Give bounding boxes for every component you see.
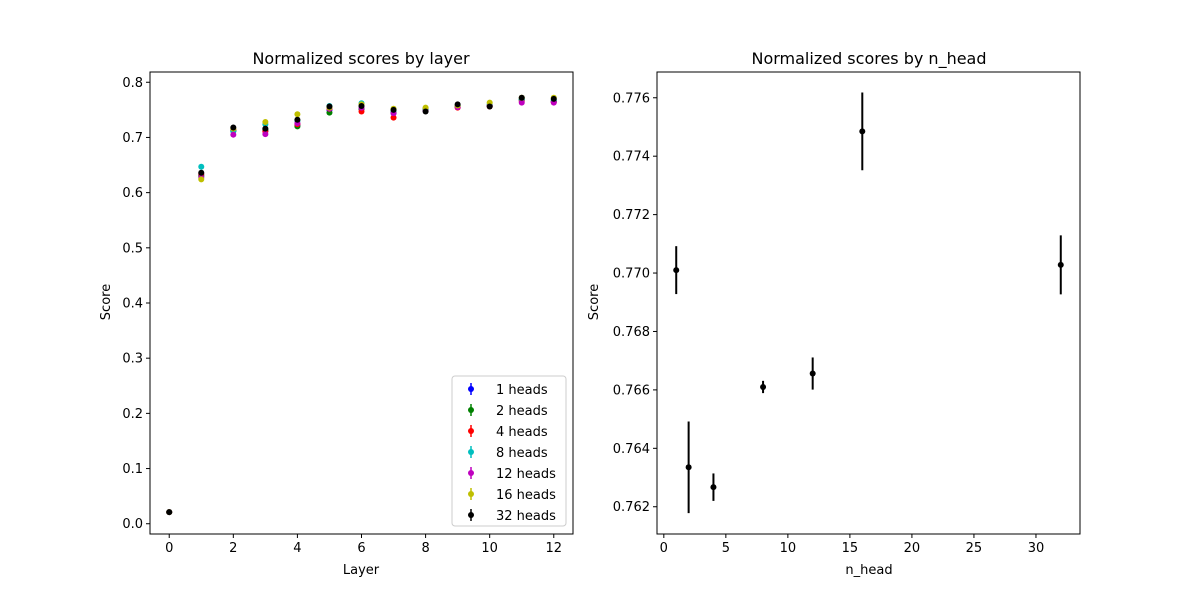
y-tick-label: 0.4 bbox=[122, 297, 143, 312]
y-tick-label: 0.768 bbox=[613, 325, 650, 340]
legend-label: 1 heads bbox=[496, 383, 548, 398]
x-tick-label: 2 bbox=[229, 541, 237, 556]
legend-marker bbox=[468, 407, 474, 413]
y-tick-label: 0.7 bbox=[122, 131, 143, 146]
data-point bbox=[198, 176, 205, 183]
layer-chart-frame bbox=[149, 71, 574, 535]
layer-chart-ylabel: Score bbox=[99, 284, 114, 320]
x-tick-label: 12 bbox=[545, 541, 562, 556]
layer-chart: Normalized scores by layer Layer Score 0… bbox=[99, 49, 574, 578]
data-point bbox=[262, 118, 269, 125]
y-tick-label: 0.776 bbox=[613, 91, 650, 106]
layer-chart-legend: 1 heads 2 heads 4 heads 8 heads 12 heads 16 h… bbox=[451, 375, 567, 527]
data-point bbox=[294, 111, 301, 118]
legend-marker bbox=[468, 491, 474, 497]
legend-label: 2 heads bbox=[496, 404, 548, 419]
layer-chart-x-ticks: 0 2 4 6 8 10 12 bbox=[165, 534, 562, 556]
legend-marker bbox=[468, 449, 474, 455]
n-head-chart-points bbox=[673, 92, 1064, 514]
legend-marker bbox=[468, 386, 474, 392]
data-point bbox=[486, 103, 493, 110]
y-tick-label: 0.772 bbox=[613, 208, 650, 223]
data-point bbox=[358, 102, 365, 109]
data-point bbox=[198, 169, 205, 176]
data-point bbox=[673, 267, 680, 274]
data-point bbox=[550, 95, 557, 102]
legend-marker bbox=[468, 512, 474, 518]
x-tick-label: 20 bbox=[904, 541, 921, 556]
data-point bbox=[262, 131, 269, 138]
n-head-chart-x-ticks: 0 5 10 15 20 25 30 bbox=[660, 534, 1045, 556]
data-point bbox=[454, 101, 461, 108]
y-tick-label: 0.8 bbox=[122, 76, 143, 91]
legend-label: 16 heads bbox=[496, 488, 556, 503]
data-point bbox=[685, 464, 692, 471]
y-tick-label: 0.764 bbox=[613, 442, 650, 457]
data-point bbox=[198, 163, 205, 170]
n-head-chart: Normalized scores by n_head n_head Score… bbox=[587, 49, 1081, 578]
n-head-chart-y-ticks: 0.762 0.764 0.766 0.768 0.770 0.772 0.774 0.776 bbox=[613, 91, 657, 515]
x-tick-label: 25 bbox=[966, 541, 983, 556]
x-tick-label: 6 bbox=[357, 541, 365, 556]
n-head-chart-title: Normalized scores by n_head bbox=[751, 49, 986, 69]
layer-chart-xlabel: Layer bbox=[343, 563, 380, 578]
n-head-chart-frame bbox=[656, 71, 1081, 535]
layer-chart-y-ticks: 0.0 0.1 0.2 0.3 0.4 0.5 0.6 0.7 0.8 bbox=[122, 76, 150, 532]
data-point bbox=[760, 383, 767, 390]
x-tick-label: 0 bbox=[660, 541, 668, 556]
data-point bbox=[166, 509, 173, 516]
legend-label: 8 heads bbox=[496, 446, 548, 461]
data-point bbox=[710, 484, 717, 491]
y-tick-label: 0.762 bbox=[613, 500, 650, 515]
y-tick-label: 0.1 bbox=[122, 462, 143, 477]
y-tick-label: 0.2 bbox=[122, 407, 143, 422]
legend-label: 4 heads bbox=[496, 425, 548, 440]
n-head-chart-ylabel: Score bbox=[587, 284, 602, 320]
x-tick-label: 0 bbox=[165, 541, 173, 556]
x-tick-label: 4 bbox=[293, 541, 301, 556]
data-point bbox=[262, 125, 269, 132]
x-tick-label: 10 bbox=[481, 541, 498, 556]
data-point bbox=[390, 106, 397, 113]
layer-chart-title: Normalized scores by layer bbox=[252, 49, 470, 68]
y-tick-label: 0.6 bbox=[122, 186, 143, 201]
data-point bbox=[859, 128, 866, 135]
n-head-chart-xlabel: n_head bbox=[845, 563, 892, 578]
data-point bbox=[518, 94, 525, 101]
data-point bbox=[518, 99, 525, 106]
data-point bbox=[1057, 261, 1064, 268]
x-tick-label: 5 bbox=[722, 541, 730, 556]
data-point bbox=[230, 131, 237, 138]
data-point bbox=[230, 124, 237, 131]
data-point bbox=[422, 108, 429, 115]
x-tick-label: 15 bbox=[842, 541, 859, 556]
legend-label: 12 heads bbox=[496, 467, 556, 482]
legend-label: 32 heads bbox=[496, 509, 556, 524]
y-tick-label: 0.3 bbox=[122, 352, 143, 367]
x-tick-label: 10 bbox=[780, 541, 797, 556]
data-point bbox=[294, 116, 301, 123]
y-tick-label: 0.774 bbox=[613, 150, 650, 165]
x-tick-label: 30 bbox=[1028, 541, 1045, 556]
y-tick-label: 0.770 bbox=[613, 267, 650, 282]
layer-chart-points bbox=[166, 94, 557, 516]
data-point bbox=[390, 114, 397, 121]
legend-marker bbox=[468, 428, 474, 434]
legend-entries: 1 heads 2 heads 4 heads 8 heads 12 heads 16 h… bbox=[468, 383, 556, 524]
legend-box bbox=[451, 375, 567, 527]
legend-marker bbox=[468, 470, 474, 476]
x-tick-label: 8 bbox=[421, 541, 429, 556]
y-tick-label: 0.5 bbox=[122, 241, 143, 256]
data-point bbox=[326, 103, 333, 110]
data-point bbox=[809, 370, 816, 377]
y-tick-label: 0.766 bbox=[613, 383, 650, 398]
y-tick-label: 0.0 bbox=[122, 517, 143, 532]
